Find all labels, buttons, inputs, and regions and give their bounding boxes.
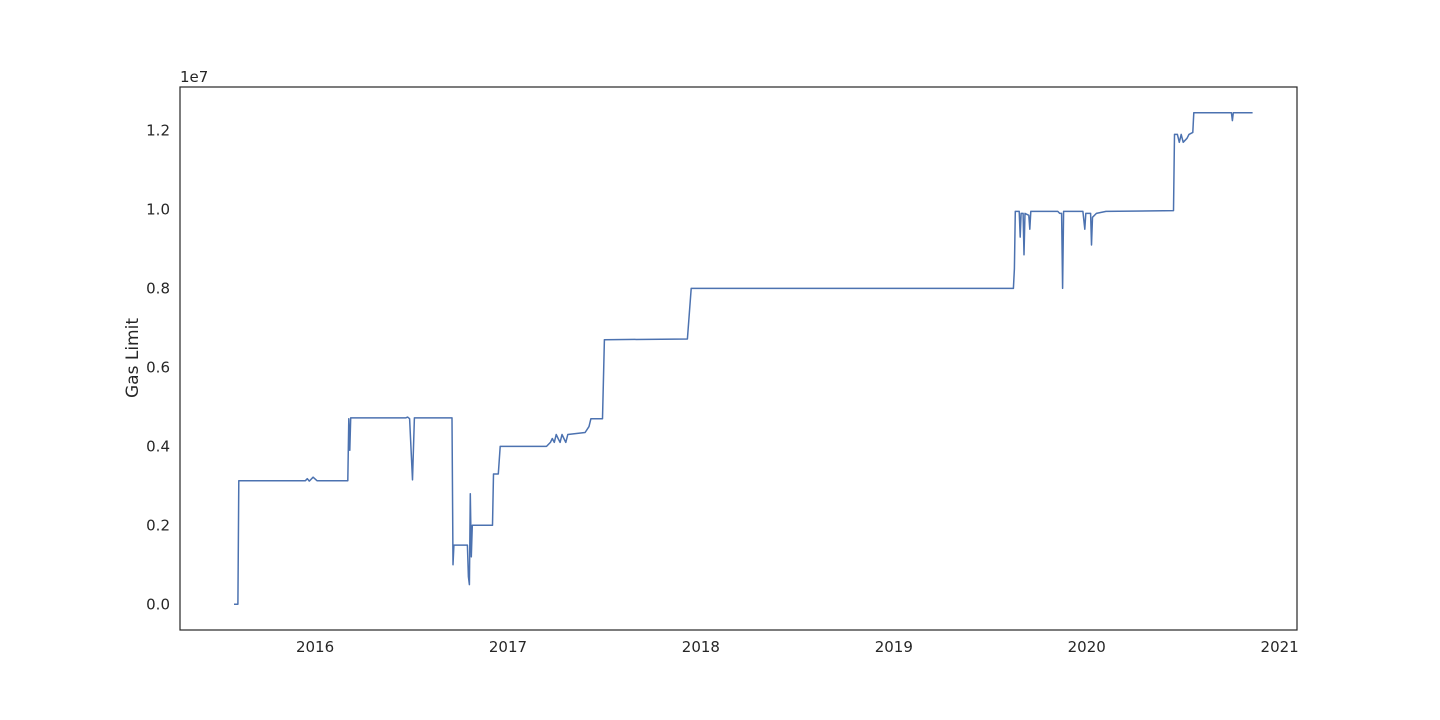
x-tick-label: 2021 [1261, 638, 1299, 656]
y-tick-label: 1.2 [146, 121, 170, 139]
y-tick-label: 0.8 [146, 279, 170, 297]
x-tick-label: 2019 [875, 638, 913, 656]
series-line [234, 111, 1253, 606]
y-tick-label: 1.0 [146, 200, 170, 218]
series-layer [234, 111, 1253, 606]
y-axis-ticks: 0.0 0.2 0.4 0.6 0.8 1.0 1.2 [146, 121, 170, 613]
y-axis-multiplier: 1e7 [180, 68, 208, 86]
x-axis-ticks: 2016 2017 2018 2019 2020 2021 [296, 638, 1299, 656]
y-axis-label: Gas Limit [123, 318, 143, 398]
y-tick-label: 0.4 [146, 437, 170, 455]
x-tick-label: 2020 [1068, 638, 1106, 656]
y-tick-label: 0.6 [146, 358, 170, 376]
x-tick-label: 2016 [296, 638, 334, 656]
y-tick-label: 0.0 [146, 595, 170, 613]
y-tick-label: 0.2 [146, 516, 170, 534]
x-tick-label: 2018 [682, 638, 720, 656]
x-tick-label: 2017 [489, 638, 527, 656]
plot-frame [179, 86, 1298, 631]
